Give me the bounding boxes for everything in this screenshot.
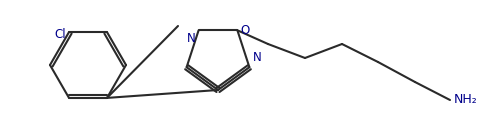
Text: NH₂: NH₂ (453, 94, 477, 107)
Text: Cl: Cl (54, 28, 66, 41)
Text: N: N (186, 32, 195, 45)
Text: O: O (240, 24, 249, 37)
Text: N: N (252, 51, 261, 64)
